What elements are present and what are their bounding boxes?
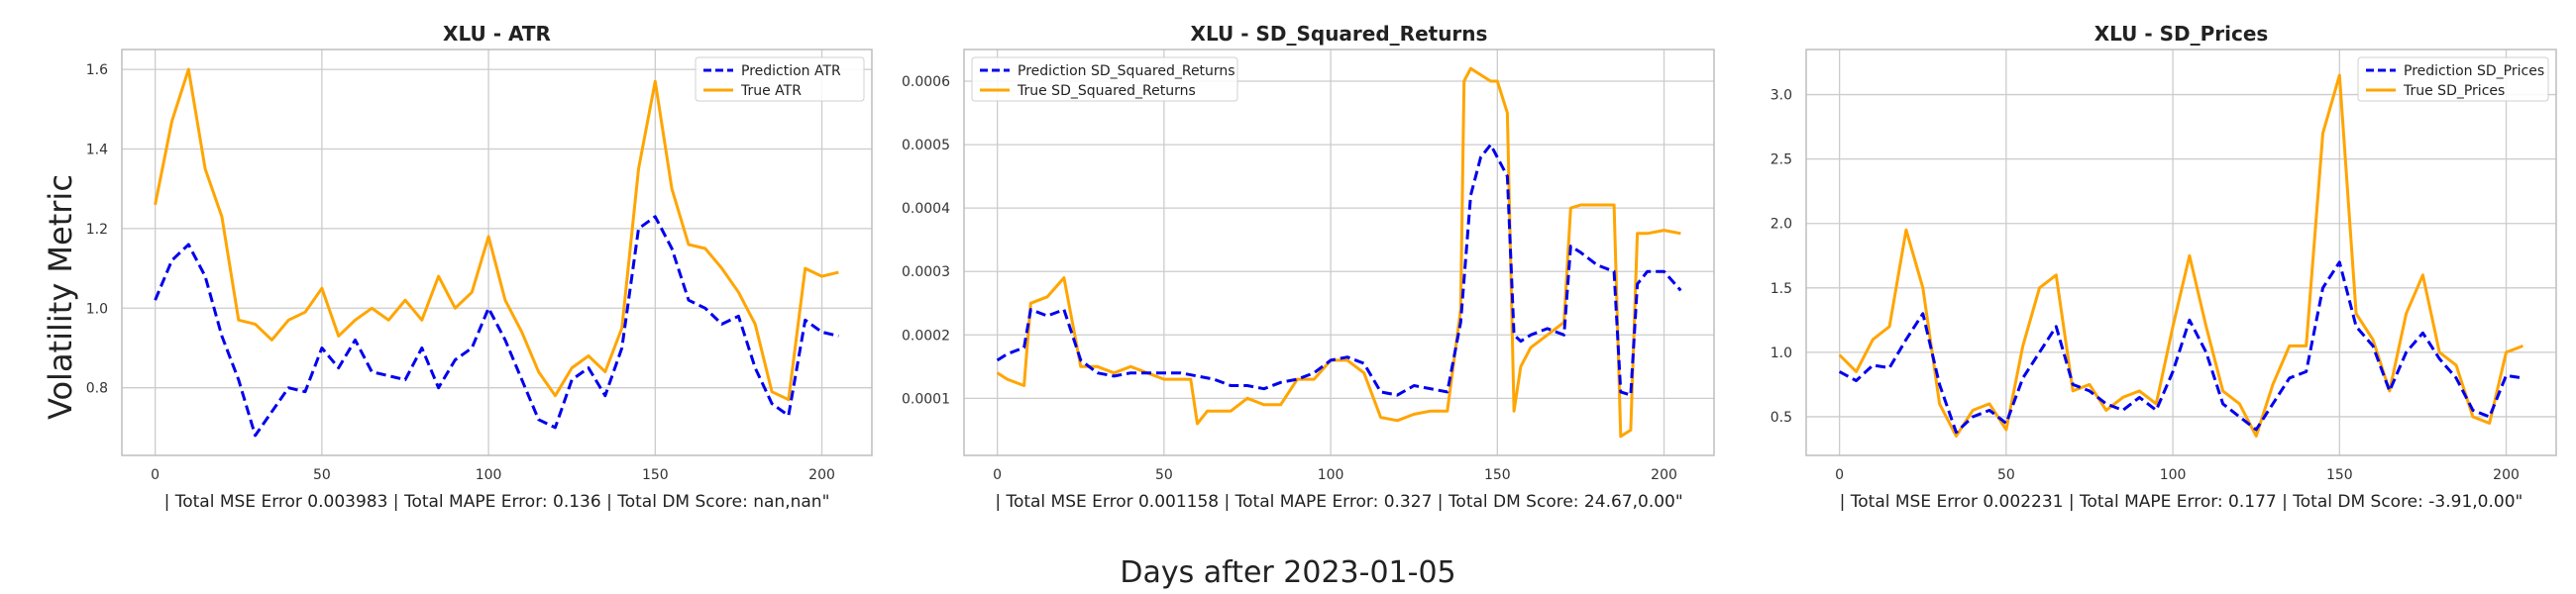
- x-tick-label: 100: [476, 467, 502, 483]
- subplot-panels: 0 50 100 150 200 0.8 1.0 1.2 1.4 1.6 XLU - ATR | To…: [86, 22, 2557, 512]
- legend-label: Prediction ATR: [741, 63, 841, 79]
- y-tick-label: 0.0004: [902, 201, 950, 217]
- y-tick-label: 1.2: [86, 222, 108, 238]
- legend-box: [2357, 56, 2549, 102]
- subplot-3: 0 50 100 150 200 0.5 1.0 1.5 2.0 2.5 3.0 XLU - SD_P…: [1771, 22, 2557, 512]
- subplot-title: XLU - SD_Squared_Returns: [1191, 22, 1488, 46]
- x-tick-label: 50: [1155, 467, 1173, 483]
- y-tick-label: 0.8: [86, 381, 108, 397]
- x-tick-label: 100: [1318, 467, 1344, 483]
- y-tick-label: 0.5: [1771, 410, 1792, 426]
- true-line: [996, 66, 1681, 439]
- legend: Prediction SD_Prices True SD_Prices: [2357, 56, 2549, 102]
- x-tick-label: 200: [1651, 467, 1677, 483]
- x-tick-label: 0: [151, 467, 160, 483]
- y-tick-label: 0.0005: [902, 138, 950, 153]
- y-tick-label: 2.5: [1771, 152, 1792, 168]
- plot-frame: [121, 49, 873, 456]
- prediction-line: [996, 143, 1682, 397]
- y-tick-label: 3.0: [1771, 88, 1792, 104]
- prediction-line: [154, 215, 839, 438]
- subplot-1: 0 50 100 150 200 0.8 1.0 1.2 1.4 1.6 XLU - ATR | To…: [86, 22, 873, 512]
- subplot-2: 0 50 100 150 200 0.0001 0.0002 0.0003 0.0004 0.00…: [902, 22, 1715, 512]
- y-tick-label: 0.0002: [902, 328, 950, 344]
- y-tick-label: 1.4: [86, 142, 108, 157]
- plot-frame: [963, 49, 1715, 456]
- metrics-caption: | Total MSE Error 0.003983 | Total MAPE …: [164, 492, 830, 512]
- prediction-line: [1838, 260, 2523, 435]
- y-tick-label: 0.0001: [902, 391, 950, 407]
- legend: Prediction ATR True ATR: [695, 56, 865, 102]
- x-tick-label: 0: [1835, 467, 1844, 483]
- metrics-caption: | Total MSE Error 0.002231 | Total MAPE …: [1840, 492, 2523, 512]
- legend-label: True SD_Squared_Returns: [1017, 83, 1196, 99]
- subplot-title: XLU - ATR: [443, 22, 551, 46]
- plot-frame: [1805, 49, 2557, 456]
- figure-xlabel: Days after 2023-01-05: [1120, 555, 1455, 590]
- legend-label: True SD_Prices: [2403, 83, 2505, 99]
- legend-label: Prediction SD_Squared_Returns: [1018, 63, 1235, 79]
- x-tick-label: 0: [993, 467, 1002, 483]
- figure-ylabel: Volatility Metric: [42, 174, 79, 420]
- y-tick-label: 2.0: [1771, 217, 1792, 233]
- legend-label: True ATR: [740, 83, 802, 99]
- x-tick-label: 200: [2493, 467, 2520, 483]
- x-tick-label: 150: [1484, 467, 1511, 483]
- y-tick-label: 1.0: [86, 301, 108, 317]
- y-tick-label: 1.6: [86, 62, 108, 78]
- y-tick-label: 1.0: [1771, 346, 1792, 361]
- x-tick-label: 50: [1997, 467, 2015, 483]
- legend-box: [971, 56, 1238, 102]
- x-tick-label: 50: [313, 467, 331, 483]
- true-line: [1838, 73, 2523, 438]
- legend-box: [695, 56, 865, 102]
- x-tick-label: 100: [2160, 467, 2187, 483]
- legend-label: Prediction SD_Prices: [2404, 63, 2544, 79]
- true-line: [154, 67, 839, 402]
- subplot-title: XLU - SD_Prices: [2094, 22, 2269, 46]
- x-tick-label: 200: [808, 467, 835, 483]
- y-tick-label: 0.0003: [902, 264, 950, 280]
- metrics-caption: | Total MSE Error 0.001158 | Total MAPE …: [995, 492, 1682, 512]
- y-tick-label: 1.5: [1771, 281, 1792, 297]
- x-tick-label: 150: [2326, 467, 2353, 483]
- x-tick-label: 150: [642, 467, 669, 483]
- y-tick-label: 0.0006: [902, 74, 950, 90]
- legend: Prediction SD_Squared_Returns True SD_Squ…: [971, 56, 1238, 102]
